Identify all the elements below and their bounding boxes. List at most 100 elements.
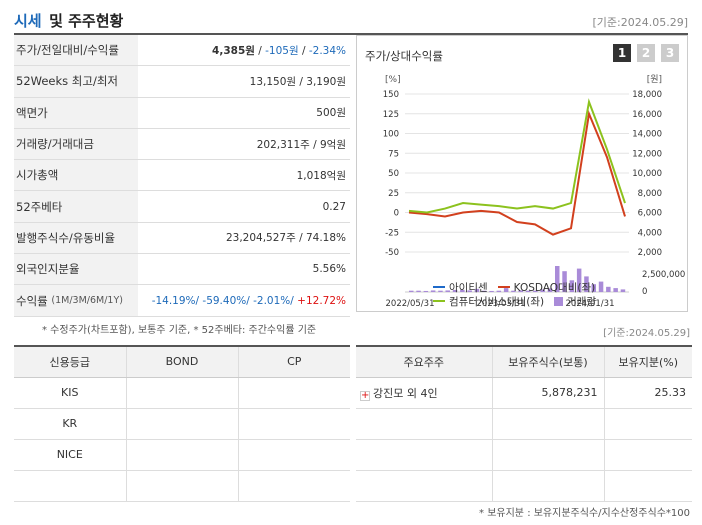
chart-tab-1[interactable]: 1 — [613, 44, 631, 62]
table-cell — [125, 377, 238, 409]
volume-bar — [598, 281, 604, 292]
left-tick-label: -50 — [385, 248, 399, 258]
credit-header: CP — [237, 345, 350, 378]
section-title: 시세 및 주주현황 [기준:2024.05.29] — [14, 10, 688, 32]
return-1m: -14.19%/ — [151, 294, 200, 307]
return-1y: +12.72% — [297, 294, 346, 307]
volume-bar — [518, 290, 523, 292]
label-par: 액면가 — [14, 97, 138, 128]
table-cell: 25.33 — [603, 377, 692, 409]
legend-volume: 거래량 — [554, 295, 596, 309]
value-mcap: 1,018억원 — [296, 169, 346, 182]
table-row: + 강진모 외 4인 5,878,231 25.33 — [356, 377, 692, 409]
table-row: NICE — [14, 439, 350, 471]
table-cell — [237, 439, 350, 471]
table-cell — [603, 470, 692, 502]
volume-bar — [438, 290, 443, 292]
left-tick-label: 100 — [383, 130, 399, 140]
volume-bar — [445, 290, 450, 292]
label-price: 주가/전일대비/수익률 — [14, 35, 138, 66]
row-52w: 52Weeks 최고/최저 13,150원 / 3,190원 — [14, 66, 350, 98]
holder-name-cell: + 강진모 외 4인 — [356, 377, 492, 409]
title-sub: 및 주주현황 — [49, 12, 124, 30]
legend-kosdaq: KOSDAQ대비(좌) — [497, 281, 596, 295]
footnote-right: * 보유지분 : 보유지분주식수/지수산정주식수*100 — [479, 508, 690, 519]
table-cell: KR — [14, 408, 126, 440]
volume-bar — [430, 290, 436, 292]
footnote-left: * 수정주가(차트포함), 보통주 기준, * 52주베타: 주간수익률 기준 — [42, 325, 317, 336]
value-beta: 0.27 — [322, 200, 346, 213]
table-cell — [356, 470, 492, 502]
volume-bar — [533, 290, 538, 292]
value-par: 500원 — [316, 107, 346, 120]
returns-periods: (1M/3M/6M/1Y) — [51, 295, 123, 307]
table-row: KR — [14, 408, 350, 440]
label-volume: 거래량/거래대금 — [14, 128, 138, 160]
table-cell — [491, 439, 604, 471]
holders-header: 보유주식수(보통) — [491, 345, 604, 378]
vol-zero-label: 0 — [642, 287, 647, 297]
price-rate: -2.34% — [308, 44, 346, 57]
volume-bar — [562, 271, 567, 292]
value-returns: -14.19%/ -59.40%/ -2.01%/ +12.72% — [138, 295, 350, 307]
return-6m: -2.01%/ — [253, 294, 294, 307]
value-foreign: 5.56% — [312, 263, 346, 276]
volume-bar — [540, 289, 545, 292]
right-tick-label: 6,000 — [638, 209, 662, 219]
credit-header: BOND — [125, 345, 238, 378]
table-row — [356, 439, 692, 471]
table-cell: 5,878,231 — [491, 377, 604, 409]
row-mcap: 시가총액 1,018억원 — [14, 160, 350, 192]
left-tick-label: 50 — [388, 169, 399, 179]
current-price: 4,385원 — [212, 44, 255, 57]
right-tick-label: 10,000 — [632, 169, 662, 179]
legend-sector: 컴퓨터서비스대비(좌) — [433, 295, 544, 309]
value-52w: 13,150원 / 3,190원 — [249, 75, 346, 88]
label-beta: 52주베타 — [14, 191, 138, 222]
right-tick-label: 4,000 — [638, 228, 662, 238]
table-cell — [125, 408, 238, 440]
volume-bar — [482, 290, 487, 292]
volume-bar — [606, 286, 611, 292]
holder-name[interactable]: 강진모 외 4인 — [373, 386, 438, 400]
quote-table: 주가/전일대비/수익률 4,385원 / -105원 / -2.34% 52We… — [14, 35, 350, 317]
right-unit: [원] — [647, 74, 662, 85]
chart-tab-3[interactable]: 3 — [661, 44, 679, 62]
chart-legend: 아이티센 KOSDAQ대비(좌) 컴퓨터서비스대비(좌) 거래량 — [433, 281, 683, 309]
x-tick-2: 2023/03/31 — [477, 299, 526, 309]
return-3m: -59.40%/ — [202, 294, 250, 307]
legend-bar-icon — [554, 297, 564, 306]
volume-bar — [416, 290, 421, 292]
volume-bar — [467, 290, 472, 292]
volume-bar — [547, 288, 553, 292]
label-52w: 52Weeks 최고/최저 — [14, 66, 138, 97]
table-row — [356, 408, 692, 440]
value-shares: 23,204,527주 / 74.18% — [225, 232, 346, 245]
right-tick-label: 8,000 — [638, 189, 662, 199]
table-cell — [125, 470, 238, 502]
volume-bar — [489, 290, 494, 292]
right-tick-label: 12,000 — [632, 149, 662, 159]
right-tick-label: 16,000 — [632, 110, 662, 120]
volume-bar — [620, 289, 626, 292]
shareholders-table: 주요주주 보유주식수(보통) 보유지분(%) + 강진모 외 4인 5,878,2… — [356, 345, 692, 502]
title-main: 시세 — [14, 12, 42, 30]
chart-heading: 주가/상대수익률 — [365, 49, 443, 63]
label-shares: 발행주식수/유동비율 — [14, 222, 138, 254]
holders-header: 주요주주 — [356, 345, 492, 378]
volume-bar — [409, 290, 414, 292]
row-par: 액면가 500원 — [14, 97, 350, 129]
row-volume: 거래량/거래대금 202,311주 / 9억원 — [14, 128, 350, 161]
top-divider — [14, 33, 688, 35]
expand-icon[interactable]: + — [360, 389, 370, 401]
volume-bar — [452, 289, 458, 292]
credit-header: 신용등급 — [14, 345, 126, 378]
table-cell: KIS — [14, 377, 126, 409]
right-tick-label: 14,000 — [632, 130, 662, 140]
table-cell — [125, 439, 238, 471]
legend-kosdaq-label: KOSDAQ대비(좌) — [513, 282, 596, 294]
right-tick-label: 2,000 — [638, 248, 662, 258]
volume-bar — [511, 290, 516, 292]
chart-tab-2[interactable]: 2 — [637, 44, 655, 62]
legend-sector-label: 컴퓨터서비스대비(좌) — [449, 296, 545, 308]
